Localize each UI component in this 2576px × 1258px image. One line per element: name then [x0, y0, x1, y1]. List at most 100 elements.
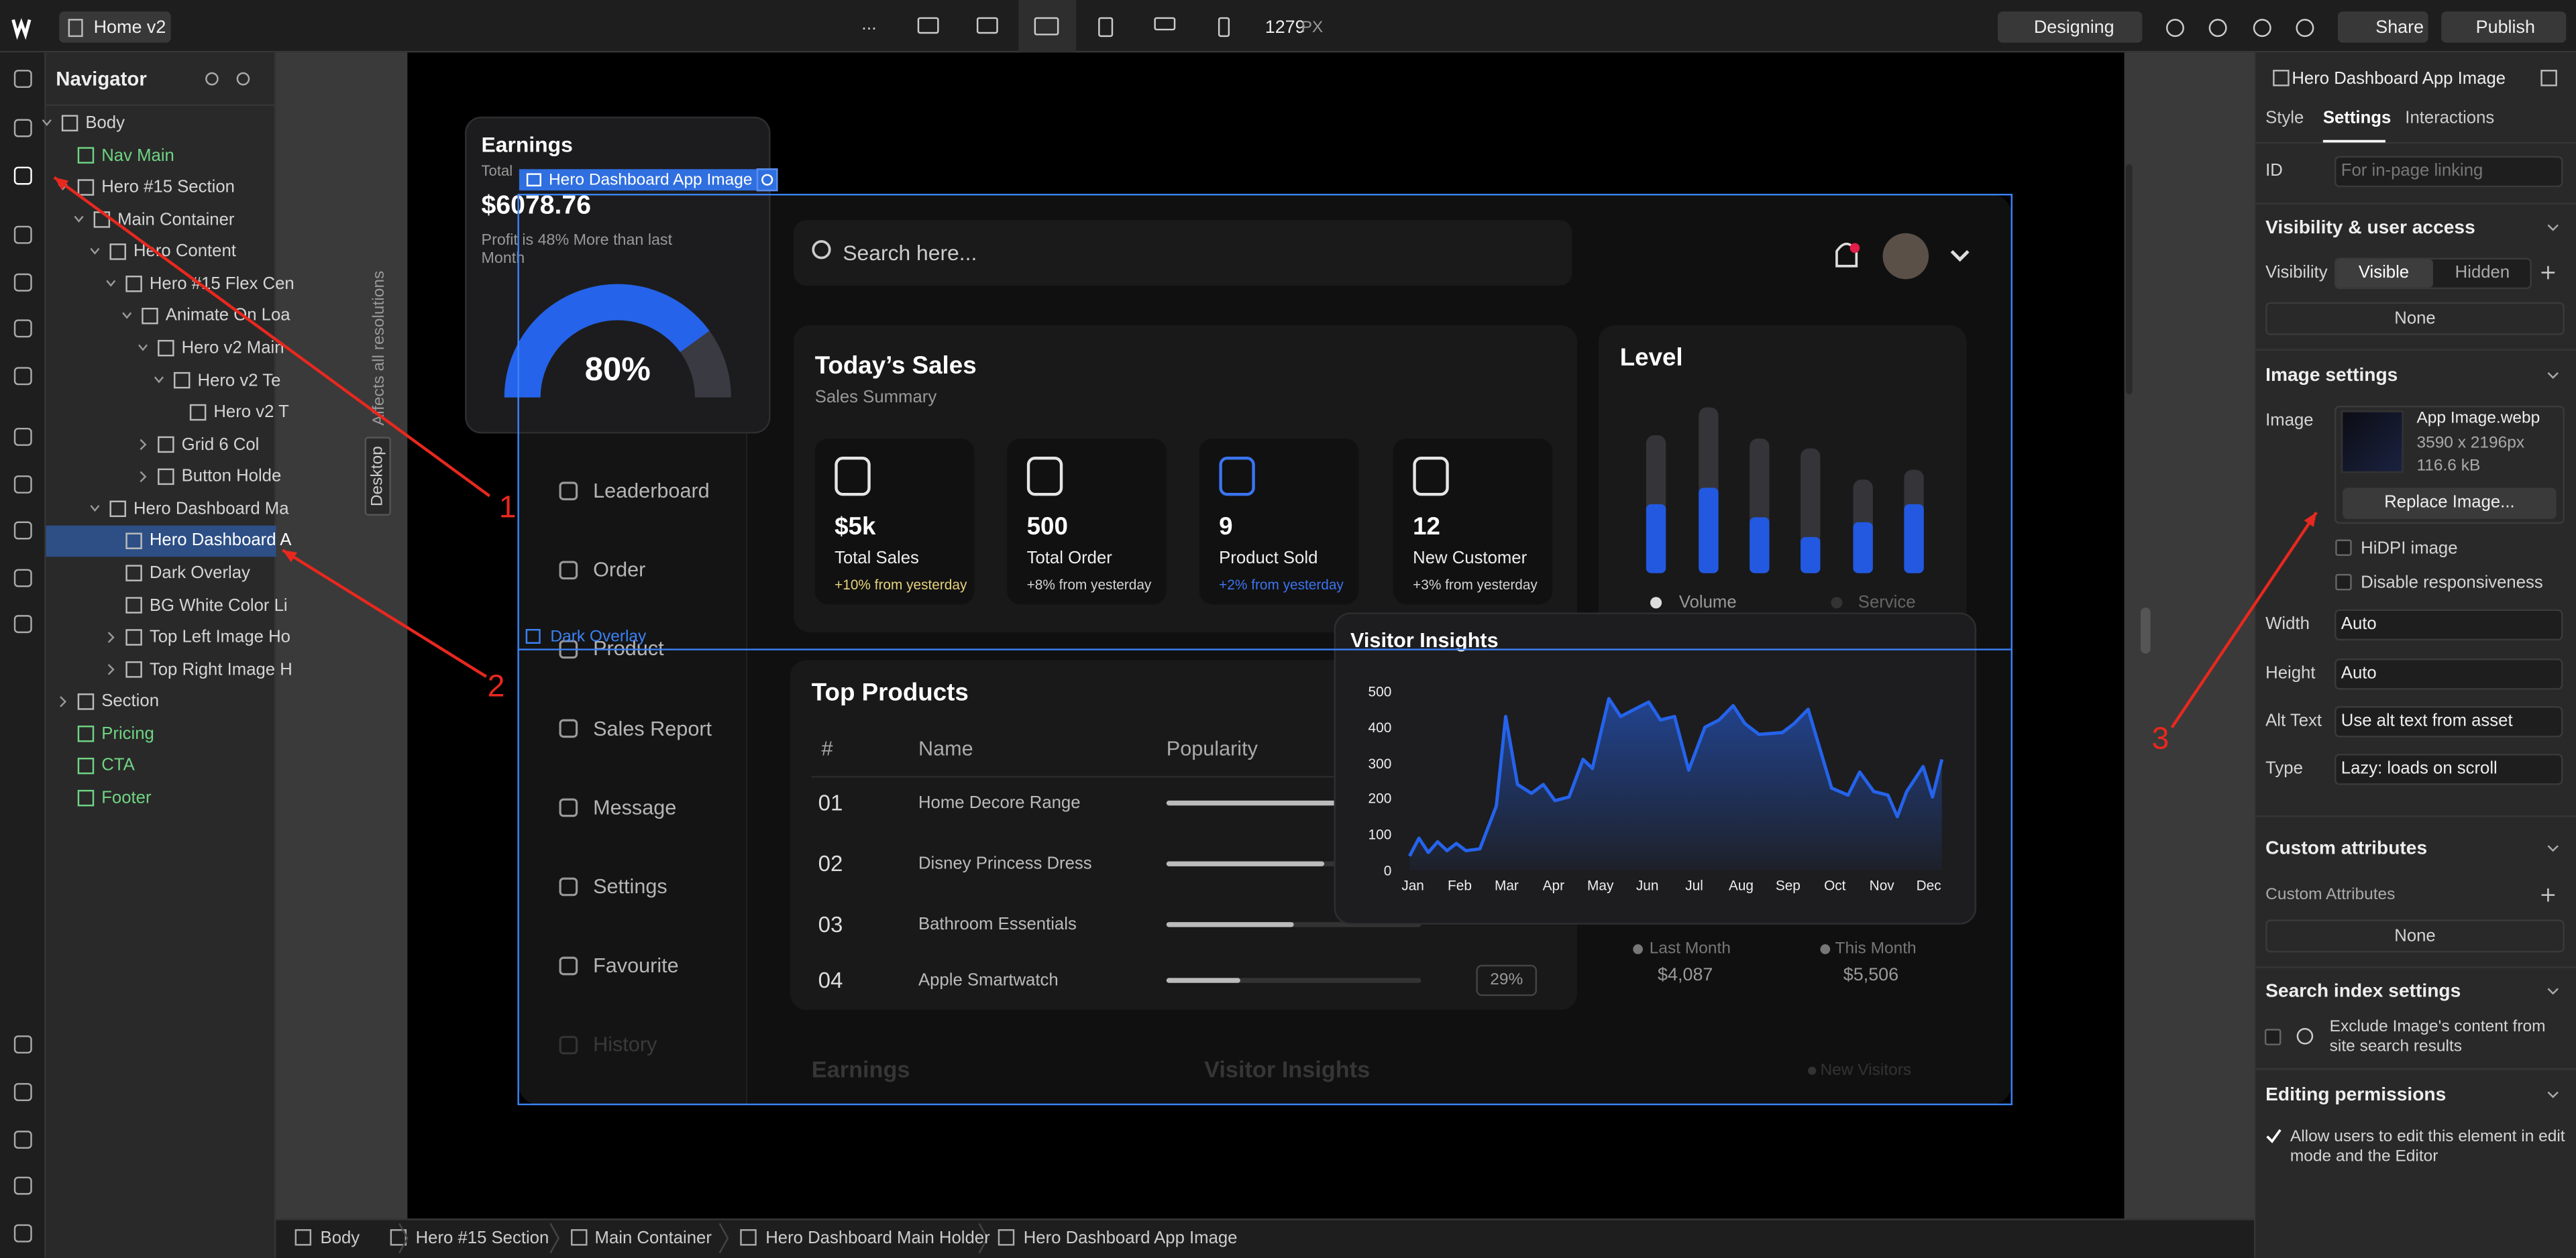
chevron [140, 439, 147, 451]
tree-item: CTA [101, 756, 135, 776]
top-bar [0, 0, 2576, 53]
checkbox [2335, 573, 2352, 591]
field-input[interactable] [2334, 705, 2563, 737]
toolbar-icon [2253, 19, 2271, 38]
none-box [2265, 919, 2565, 953]
tree-icon [189, 404, 207, 421]
label: PX [1301, 19, 1324, 38]
breadcrumb[interactable]: Main Container [594, 1228, 712, 1249]
stat-label: Product Sold [1219, 548, 1318, 569]
area [1409, 698, 1942, 870]
stat-value: $4,087 [1658, 966, 1713, 986]
breadcrumb[interactable]: Hero #15 Section [415, 1228, 549, 1249]
y-tick-label: 200 [1368, 790, 1392, 807]
checkmark [2266, 1129, 2282, 1143]
column-header: Name [918, 737, 973, 760]
tree-item: Top Right Image H [149, 659, 292, 680]
row-name: Disney Princess Dress [918, 854, 1092, 874]
checkbox-label[interactable]: Disable responsiveness [2361, 573, 2543, 593]
stat-label: Total Sales [835, 548, 919, 569]
field-input[interactable] [2334, 608, 2563, 640]
option[interactable]: Hidden [2455, 262, 2510, 283]
panel-title: Navigator [56, 67, 147, 91]
section-title: Editing permissions [2265, 1085, 2447, 1106]
settings-tag [756, 168, 778, 192]
stat-label: Last Month [1649, 940, 1731, 958]
rail-icon [13, 1131, 32, 1149]
field-input[interactable] [2334, 752, 2563, 785]
field-label: Height [2265, 663, 2316, 683]
bar-volume [1699, 488, 1719, 573]
annotation-arrow [2170, 511, 2318, 729]
tree-item: Pricing [101, 724, 154, 744]
component-icon [2540, 70, 2557, 87]
stat-card [1199, 438, 1359, 605]
faded-title: Earnings [811, 1055, 910, 1082]
rail-icon [13, 1035, 32, 1054]
chevron [90, 505, 100, 512]
menu-item: Order [593, 559, 646, 582]
annotation-number: 3 [2151, 722, 2169, 757]
field-value: Use alt text from asset [2341, 711, 2513, 731]
rail-icon [13, 319, 32, 338]
rail-icon [13, 225, 32, 244]
bell-dot [1849, 243, 1860, 253]
tab[interactable]: Interactions [2405, 108, 2495, 129]
image-preview [2334, 405, 2565, 524]
x-tick-label: Apr [1542, 876, 1565, 894]
breadcrumb[interactable]: Body [320, 1228, 360, 1249]
tree-icon [109, 243, 126, 260]
publish-button[interactable] [2441, 11, 2567, 43]
popularity-label: 29% [1490, 971, 1523, 990]
card-subtitle: Sales Summary [814, 387, 937, 408]
tree-icon [158, 468, 174, 485]
line [1408, 697, 1944, 857]
chevron [1950, 249, 1970, 262]
tree-icon [158, 339, 174, 357]
chevron [107, 632, 115, 643]
tree-icon [77, 757, 95, 775]
share-button[interactable] [2337, 11, 2428, 43]
tree-icon [125, 629, 142, 646]
rail-icon [13, 166, 32, 185]
annotation-number: 1 [498, 491, 517, 526]
menu-icon [559, 561, 578, 580]
x-tick-label: Feb [1448, 876, 1472, 894]
tab[interactable]: Settings [2322, 108, 2392, 129]
mode-button[interactable] [1997, 11, 2143, 43]
gear-icon [761, 174, 773, 186]
breadcrumb[interactable]: Hero Dashboard App Image [1023, 1228, 1238, 1249]
toolbar-icon [2208, 19, 2227, 38]
option: Visible [2358, 262, 2410, 283]
checkbox-label[interactable]: HiDPI image [2361, 538, 2458, 559]
breadcrumb[interactable]: Hero Dashboard Main Holder [765, 1228, 990, 1249]
field-label: Width [2265, 614, 2310, 634]
replace-button[interactable] [2343, 488, 2557, 519]
legend-dot [1808, 1066, 1817, 1075]
device-icon [976, 17, 998, 34]
scroll-handle [2141, 608, 2151, 654]
chevron [42, 119, 52, 127]
legend-dot [1633, 944, 1643, 954]
file-button[interactable] [59, 11, 171, 43]
section-title: Custom attributes [2265, 839, 2428, 859]
crumb-icon [998, 1229, 1015, 1246]
chart-title: Visitor Insights [1350, 628, 1499, 652]
tree-item: Top Left Image Ho [149, 627, 291, 648]
stat-value: $5k [835, 513, 876, 541]
visible-option[interactable] [2336, 259, 2433, 288]
menu-item: Sales Report [593, 717, 712, 740]
field-input[interactable] [2334, 657, 2563, 689]
tree-icon [125, 565, 142, 581]
row-id: 04 [818, 968, 843, 993]
tree-icon [125, 276, 142, 292]
menu-icon [559, 1035, 578, 1055]
chevron [2547, 988, 2559, 995]
row-id: 01 [818, 791, 843, 815]
tab[interactable]: Style [2265, 108, 2304, 129]
menu-icon [559, 956, 578, 976]
more: ... [861, 15, 877, 35]
chevron [74, 215, 84, 223]
tree-icon [158, 436, 174, 453]
x-tick-label: Nov [1869, 876, 1894, 894]
